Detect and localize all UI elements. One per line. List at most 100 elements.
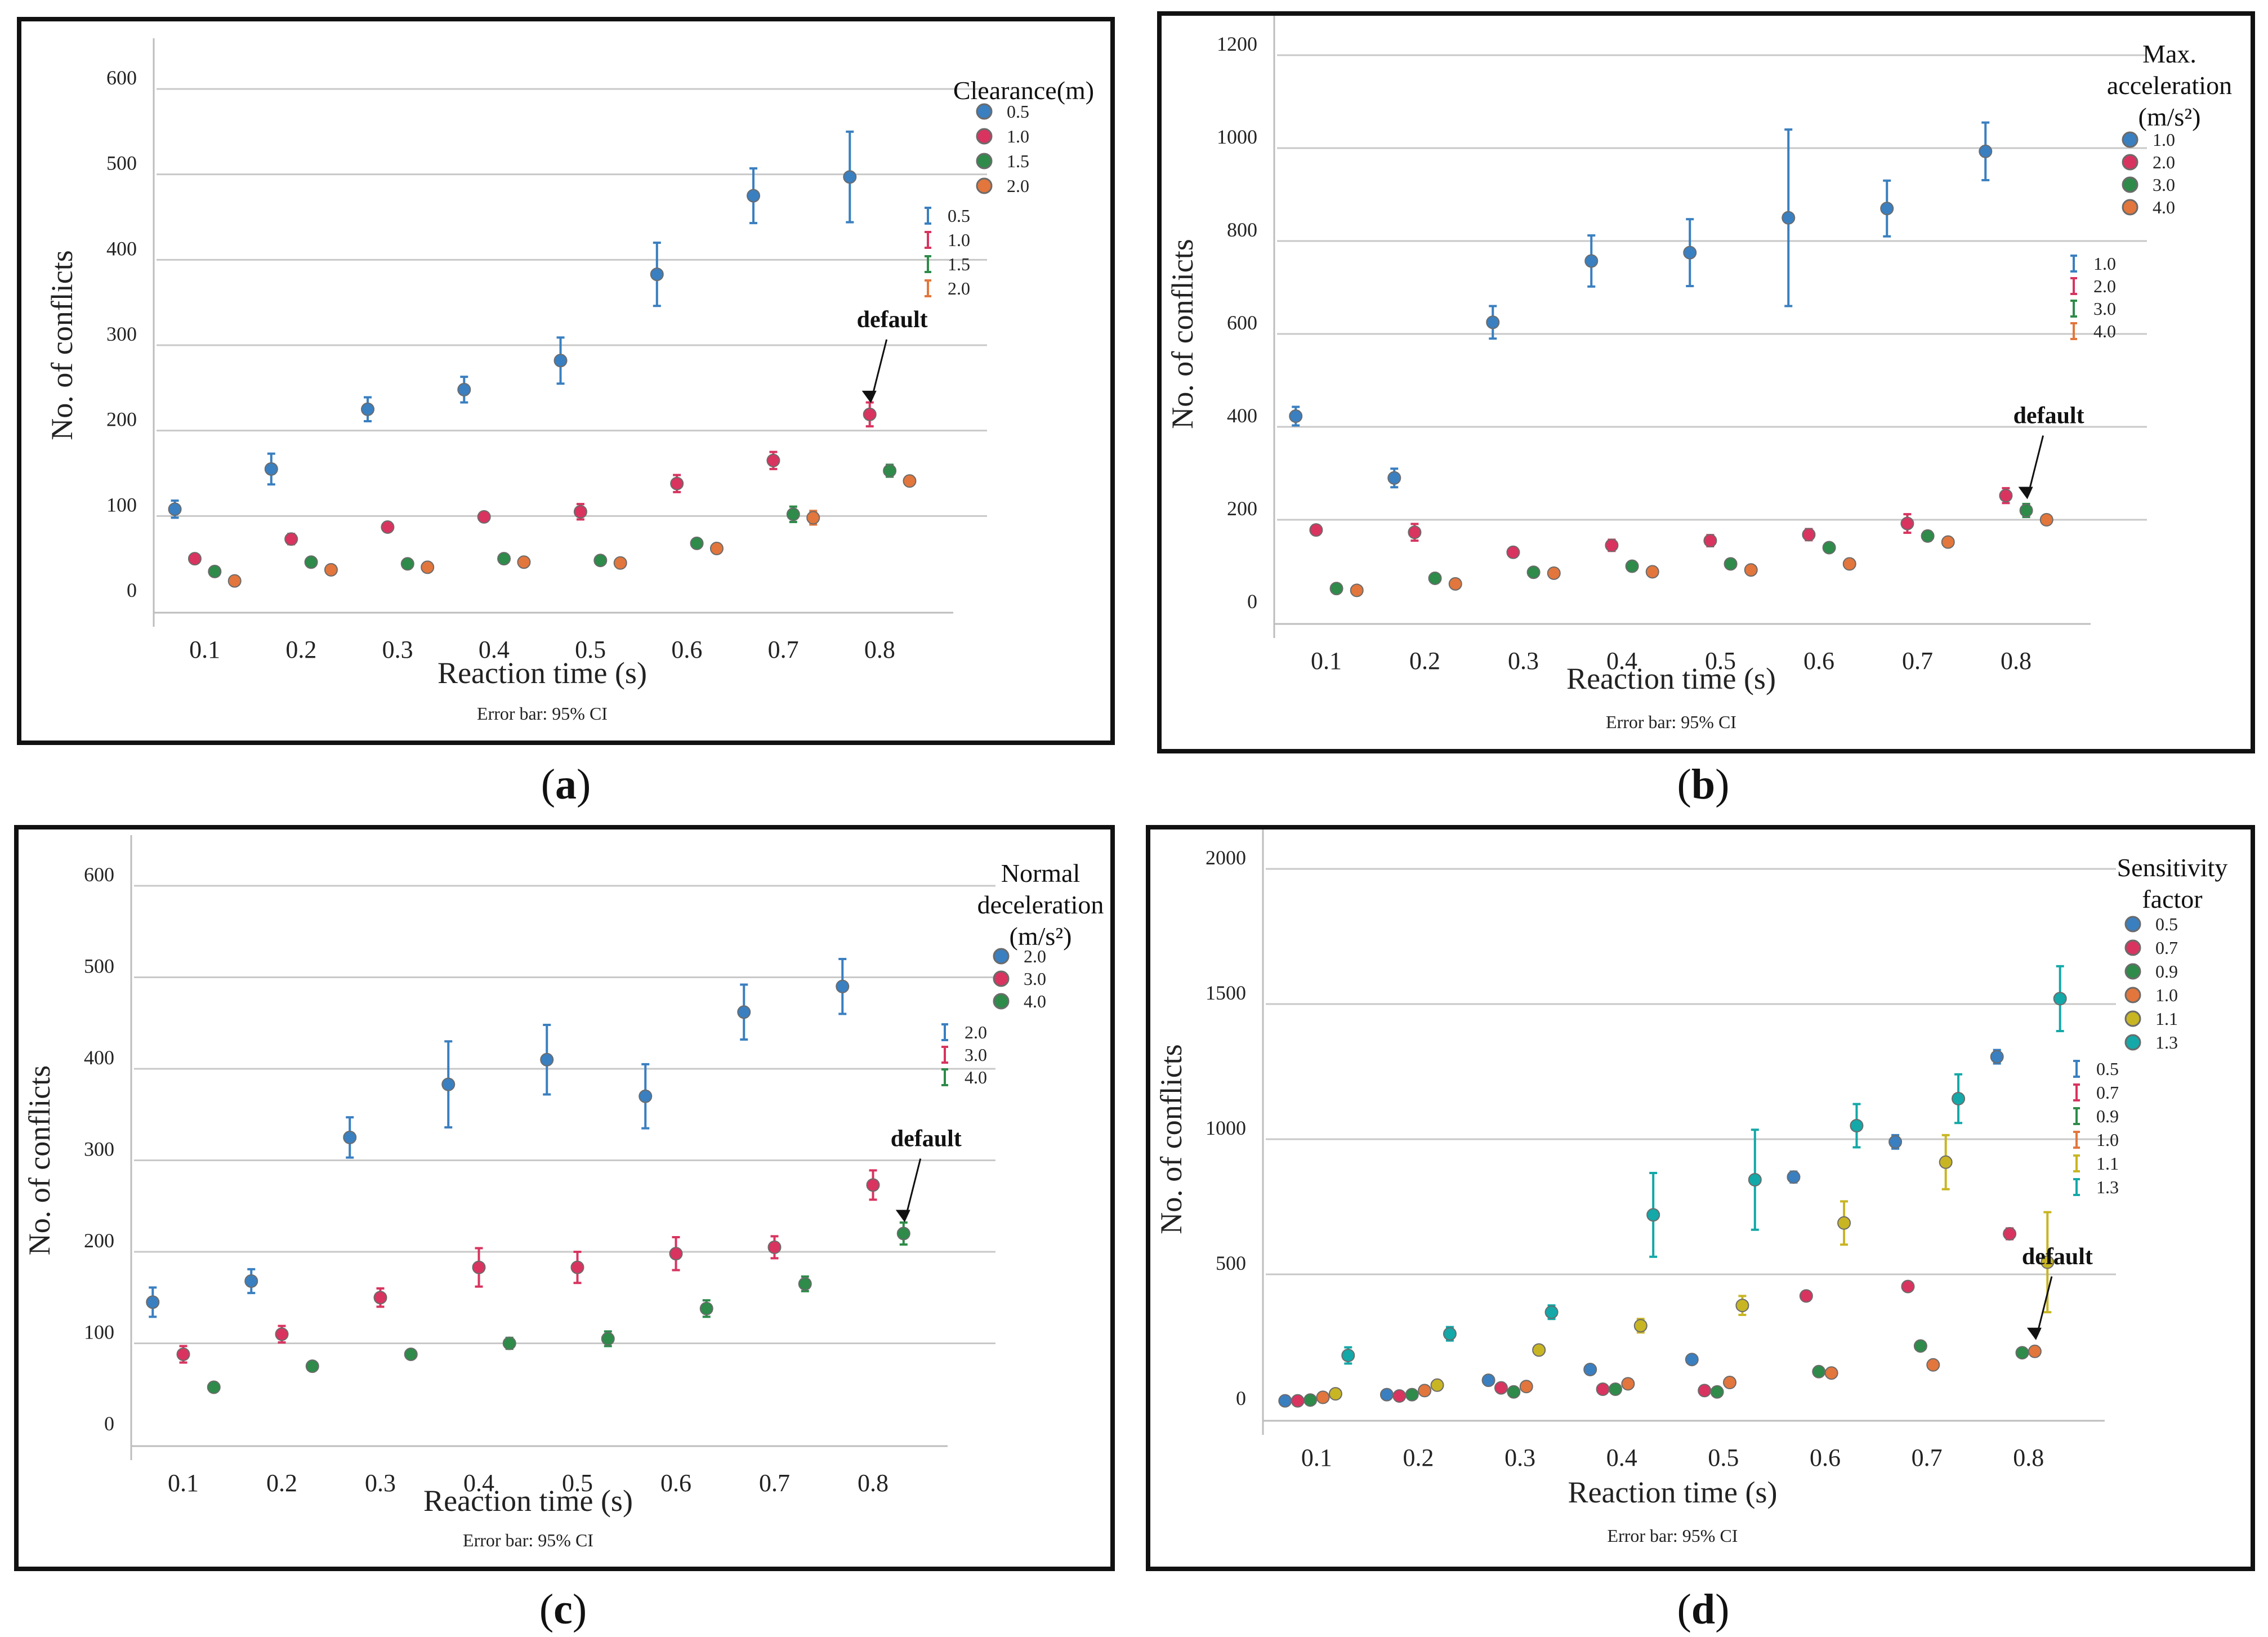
data-point (1289, 409, 1303, 423)
data-point (1379, 1388, 1394, 1402)
annotation-arrow-head (895, 1210, 910, 1223)
data-point (1544, 1305, 1559, 1319)
data-point (381, 520, 395, 534)
x-tick-label: 0.6 (1803, 647, 1834, 675)
chart-panel-b: 0 200 400 600 800 1000 1200 0.1 0.2 0.3 0.4 0.5 0.6 0… (1157, 11, 2255, 753)
data-point (1939, 1155, 1953, 1169)
y-tick-label: 1000 (1217, 126, 1257, 148)
y-tick-label: 400 (84, 1046, 114, 1069)
data-point (1278, 1394, 1292, 1408)
data-point (896, 1226, 910, 1241)
legend-title: (m/s²) (2138, 102, 2201, 131)
data-point (1723, 1376, 1737, 1389)
data-point (1683, 246, 1697, 260)
data-point (421, 560, 435, 574)
footnote: Error bar: 95% CI (477, 703, 608, 724)
legend-title: deceleration (977, 890, 1104, 919)
x-tick-label: 0.6 (660, 1469, 691, 1497)
y-tick-label: 0 (1247, 590, 1257, 613)
data-point (601, 1332, 615, 1346)
legend-errorbar-label: 1.3 (2096, 1177, 2119, 1197)
x-tick-label: 0.6 (671, 636, 702, 663)
data-point (1507, 1385, 1521, 1399)
data-point (1341, 1349, 1355, 1362)
panel-label-d: (d) (1677, 1586, 1730, 1633)
data-point (747, 189, 761, 203)
legend-errorbar-label: 1.0 (2096, 1130, 2119, 1150)
legend-errorbar-label: 3.0 (2093, 298, 2116, 319)
data-point (1408, 525, 1422, 539)
x-tick-label: 0.7 (1912, 1444, 1943, 1471)
data-point (670, 476, 684, 490)
x-axis-label: Reaction time (s) (1568, 1475, 1778, 1509)
legend-marker (2122, 154, 2138, 171)
x-tick-label: 0.2 (285, 636, 316, 663)
y-tick-label: 1500 (1206, 982, 1246, 1004)
data-point (1532, 1343, 1546, 1357)
legend-errorbar-label: 1.5 (948, 254, 970, 274)
data-point (472, 1260, 486, 1274)
x-tick-label: 0.8 (2013, 1444, 2044, 1471)
legend-marker (2122, 131, 2138, 148)
annotation-default: default (891, 1126, 962, 1152)
data-point (1822, 541, 1836, 555)
data-point (1941, 535, 1955, 549)
y-tick-label: 400 (1227, 404, 1257, 427)
legend-errorbar-label: 1.0 (2093, 253, 2116, 274)
annotation-default: default (2022, 1244, 2093, 1270)
legend-marker-label: 4.0 (2153, 197, 2175, 217)
data-point (404, 1348, 418, 1361)
legend-marker (993, 993, 1010, 1010)
data-point (1526, 565, 1541, 579)
data-point (361, 402, 375, 416)
legend-errorbar-label: 2.0 (965, 1022, 987, 1042)
chart-panel-c: 0 100 200 300 400 500 600 0.1 0.2 0.3 0.4 0.5 0.6 0.7… (14, 825, 1115, 1571)
data-point (1926, 1358, 1940, 1372)
y-tick-label: 500 (106, 152, 137, 175)
legend-errorbar-label: 0.5 (948, 206, 970, 226)
data-point (1392, 1389, 1407, 1403)
data-point (1837, 1216, 1851, 1230)
data-point (343, 1130, 357, 1144)
x-tick-label: 0.4 (479, 636, 510, 663)
legend-title: (m/s²) (1010, 922, 1072, 951)
data-point (786, 507, 800, 521)
x-tick-label: 0.5 (1705, 647, 1736, 675)
panel-label-b: (b) (1677, 761, 1730, 808)
data-point (1303, 1393, 1318, 1407)
data-point (2003, 1227, 2017, 1241)
data-point (570, 1260, 584, 1274)
data-point (737, 1005, 751, 1019)
chart-svg-c: 0 100 200 300 400 500 600 0.1 0.2 0.3 0.4 0.5 0.6 0.7… (23, 835, 1104, 1550)
data-point (1880, 202, 1894, 216)
legend-errorbar-label: 0.9 (2096, 1106, 2119, 1126)
y-axis-label: No. of conflicts (1154, 1044, 1188, 1234)
data-point (208, 564, 222, 578)
data-point (497, 552, 511, 566)
y-axis-label: No. of conflicts (45, 250, 79, 440)
chart-svg-d: 0 500 1000 1500 2000 0.1 0.2 0.3 0.4 0.5 0.6 0.7 0.8… (1154, 829, 2227, 1546)
data-point (2041, 1255, 2055, 1269)
y-tick-label: 200 (1227, 497, 1257, 520)
data-point (1646, 1208, 1660, 1222)
data-point (1608, 1382, 1622, 1396)
data-point (1506, 545, 1520, 559)
legend-errorbar-label: 0.7 (2096, 1082, 2119, 1103)
legend-marker-label: 4.0 (1024, 991, 1046, 1011)
y-tick-label: 400 (106, 237, 137, 260)
data-point (1448, 577, 1462, 591)
x-axis-label: Reaction time (s) (423, 1484, 633, 1518)
data-point (244, 1274, 258, 1288)
data-point (1744, 563, 1758, 577)
data-point (540, 1052, 554, 1067)
data-point (1481, 1373, 1495, 1388)
x-tick-label: 0.1 (1301, 1444, 1332, 1471)
data-point (517, 555, 531, 569)
data-point (1625, 559, 1639, 573)
data-point (2039, 513, 2053, 527)
data-point (1901, 1279, 1915, 1293)
annotation-arrow-line (871, 339, 888, 398)
data-point (373, 1291, 387, 1305)
data-point (284, 532, 298, 546)
data-point (767, 1240, 782, 1254)
